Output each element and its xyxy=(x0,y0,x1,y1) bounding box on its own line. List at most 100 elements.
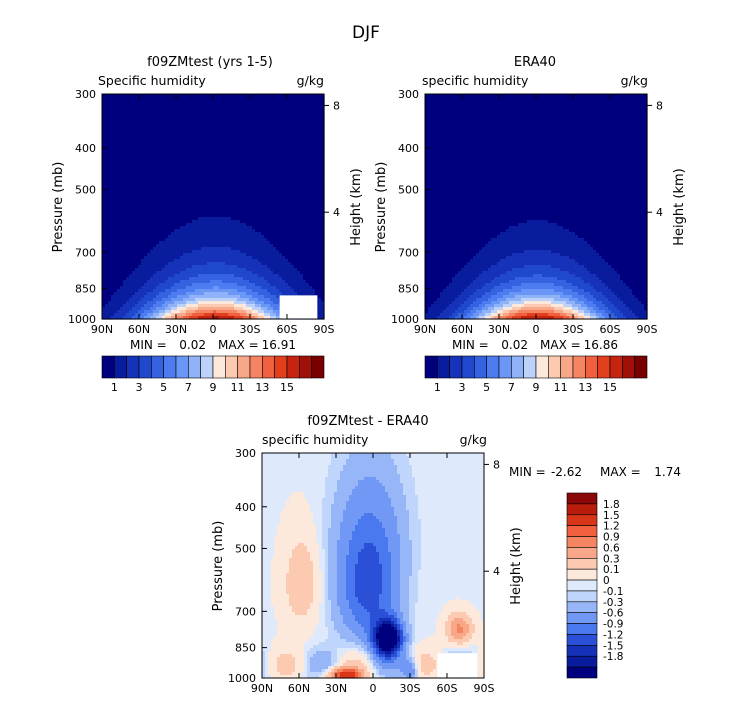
contour-cell xyxy=(267,208,271,212)
contour-cell xyxy=(294,232,298,236)
contour-cell xyxy=(135,229,139,233)
contour-cell xyxy=(228,115,232,119)
contour-cell xyxy=(126,100,130,104)
contour-cell xyxy=(276,292,280,296)
contour-cell xyxy=(261,280,265,284)
contour-cell xyxy=(180,187,184,191)
contour-cell xyxy=(222,265,226,269)
contour-cell xyxy=(246,286,250,290)
contour-cell xyxy=(210,181,214,185)
contour-cell xyxy=(213,169,217,173)
contour-cell xyxy=(219,184,223,188)
contour-cell xyxy=(276,199,280,203)
contour-cell xyxy=(240,247,244,251)
contour-cell xyxy=(159,232,163,236)
contour-cell xyxy=(315,211,319,215)
contour-cell xyxy=(168,220,172,224)
contour-cell xyxy=(282,157,286,161)
contour-cell xyxy=(147,133,151,137)
contour-cell xyxy=(105,199,109,203)
contour-cell xyxy=(147,172,151,176)
contour-cell xyxy=(201,250,205,254)
contour-cell xyxy=(156,271,160,275)
contour-cell xyxy=(297,160,301,164)
contour-cell xyxy=(291,163,295,167)
contour-cell xyxy=(252,238,256,242)
contour-cell xyxy=(171,265,175,269)
contour-cell xyxy=(108,190,112,194)
contour-cell xyxy=(177,292,181,296)
contour-cell xyxy=(174,232,178,236)
contour-cell xyxy=(177,190,181,194)
contour-cell xyxy=(174,262,178,266)
contour-cell xyxy=(117,109,121,113)
contour-cell xyxy=(288,202,292,206)
contour-cell xyxy=(261,196,265,200)
contour-cell xyxy=(102,115,106,119)
contour-cell xyxy=(102,202,106,206)
contour-cell xyxy=(207,202,211,206)
contour-cell xyxy=(297,178,301,182)
contour-cell xyxy=(303,220,307,224)
contour-cell xyxy=(267,247,271,251)
contour-cell xyxy=(219,202,223,206)
contour-cell xyxy=(114,214,118,218)
contour-cell xyxy=(105,211,109,215)
contour-cell xyxy=(309,205,313,209)
contour-cell xyxy=(147,202,151,206)
contour-cell xyxy=(180,229,184,233)
contour-cell xyxy=(153,154,157,158)
contour-cell xyxy=(114,250,118,254)
contour-cell xyxy=(192,121,196,125)
contour-cell xyxy=(267,163,271,167)
contour-cell xyxy=(132,181,136,185)
contour-cell xyxy=(306,118,310,122)
contour-cell xyxy=(186,178,190,182)
contour-cell xyxy=(168,253,172,257)
contour-cell xyxy=(300,145,304,149)
contour-cell xyxy=(156,148,160,152)
contour-cell xyxy=(210,235,214,239)
contour-cell xyxy=(159,163,163,167)
contour-cell xyxy=(111,184,115,188)
contour-cell xyxy=(135,199,139,203)
contour-cell xyxy=(258,157,262,161)
contour-cell xyxy=(111,286,115,290)
contour-cell xyxy=(318,154,322,158)
contour-cell xyxy=(186,238,190,242)
contour-cell xyxy=(174,124,178,128)
contour-cell xyxy=(321,103,325,107)
contour-cell xyxy=(285,100,289,104)
contour-cell xyxy=(258,184,262,188)
contour-cell xyxy=(123,142,127,146)
contour-cell xyxy=(246,103,250,107)
contour-cell xyxy=(153,247,157,251)
contour-cell xyxy=(303,100,307,104)
contour-cell xyxy=(252,253,256,257)
contour-cell xyxy=(318,199,322,203)
contour-cell xyxy=(231,226,235,230)
contour-cell xyxy=(180,250,184,254)
contour-cell xyxy=(318,202,322,206)
contour-cell xyxy=(138,154,142,158)
contour-cell xyxy=(225,226,229,230)
contour-cell xyxy=(186,193,190,197)
contour-cell xyxy=(159,199,163,203)
contour-cell xyxy=(153,157,157,161)
contour-cell xyxy=(201,247,205,251)
contour-cell xyxy=(231,124,235,128)
contour-cell xyxy=(315,157,319,161)
contour-cell xyxy=(162,136,166,140)
contour-cell xyxy=(282,250,286,254)
contour-cell xyxy=(243,229,247,233)
contour-cell xyxy=(177,199,181,203)
contour-cell xyxy=(261,193,265,197)
contour-cell xyxy=(195,121,199,125)
contour-cell xyxy=(267,217,271,221)
contour-cell xyxy=(318,196,322,200)
contour-cell xyxy=(126,199,130,203)
contour-cell xyxy=(255,217,259,221)
contour-cell xyxy=(135,241,139,245)
contour-cell xyxy=(114,283,118,287)
contour-cell xyxy=(261,97,265,101)
